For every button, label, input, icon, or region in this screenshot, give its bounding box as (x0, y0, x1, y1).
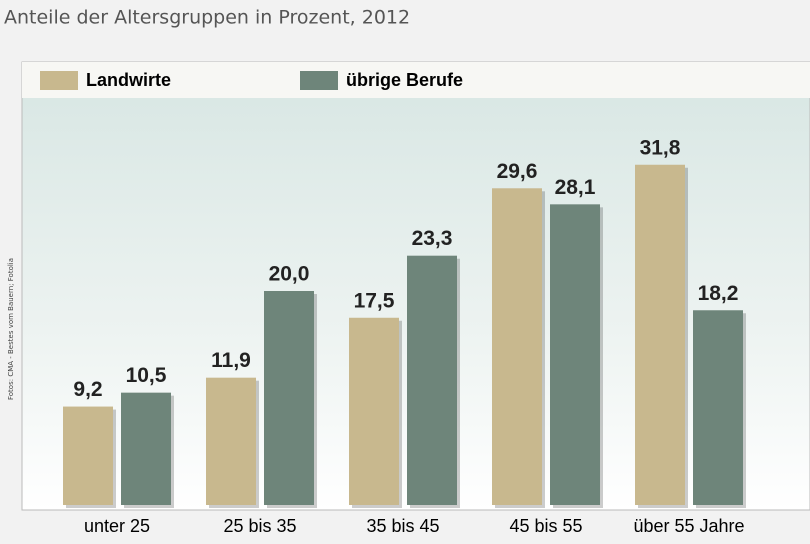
data-label: 23,3 (412, 227, 453, 250)
chart-title: Anteile der Altersgruppen in Prozent, 20… (4, 7, 410, 29)
bar (492, 188, 542, 505)
data-label: 18,2 (698, 282, 739, 305)
data-label: 29,6 (497, 160, 538, 183)
data-label: 10,5 (126, 364, 167, 387)
x-tick-label: über 55 Jahre (633, 516, 744, 536)
bar (693, 310, 743, 505)
data-label: 28,1 (555, 176, 596, 199)
bar (407, 255, 457, 505)
data-label: 20,0 (269, 263, 310, 286)
legend-swatch (40, 71, 78, 90)
data-label: 17,5 (354, 289, 395, 312)
x-tick-label: 35 bis 45 (366, 516, 439, 536)
legend: Landwirte übrige Berufe (40, 70, 463, 90)
x-tick-label: unter 25 (84, 516, 150, 536)
bar (264, 291, 314, 505)
data-label: 31,8 (640, 136, 681, 159)
bar (349, 317, 399, 505)
data-label: 9,2 (73, 378, 102, 401)
legend-label: Landwirte (86, 70, 171, 90)
bar (63, 406, 113, 505)
source-note: Fotos: CMA - Bestes vom Bauern; Fotolia (7, 258, 15, 400)
bar (206, 377, 256, 505)
bars: unter 25 9,2 10,5 25 bis 35 11,9 20,0 35 bis 4… (63, 136, 746, 536)
bar (121, 392, 171, 505)
bar (550, 204, 600, 505)
bar (635, 164, 685, 506)
legend-swatch (300, 71, 338, 90)
legend-label: übrige Berufe (346, 70, 463, 90)
data-label: 11,9 (211, 349, 251, 372)
x-tick-label: 45 bis 55 (509, 516, 582, 536)
x-tick-label: 25 bis 35 (223, 516, 296, 536)
legend-band (22, 62, 810, 98)
